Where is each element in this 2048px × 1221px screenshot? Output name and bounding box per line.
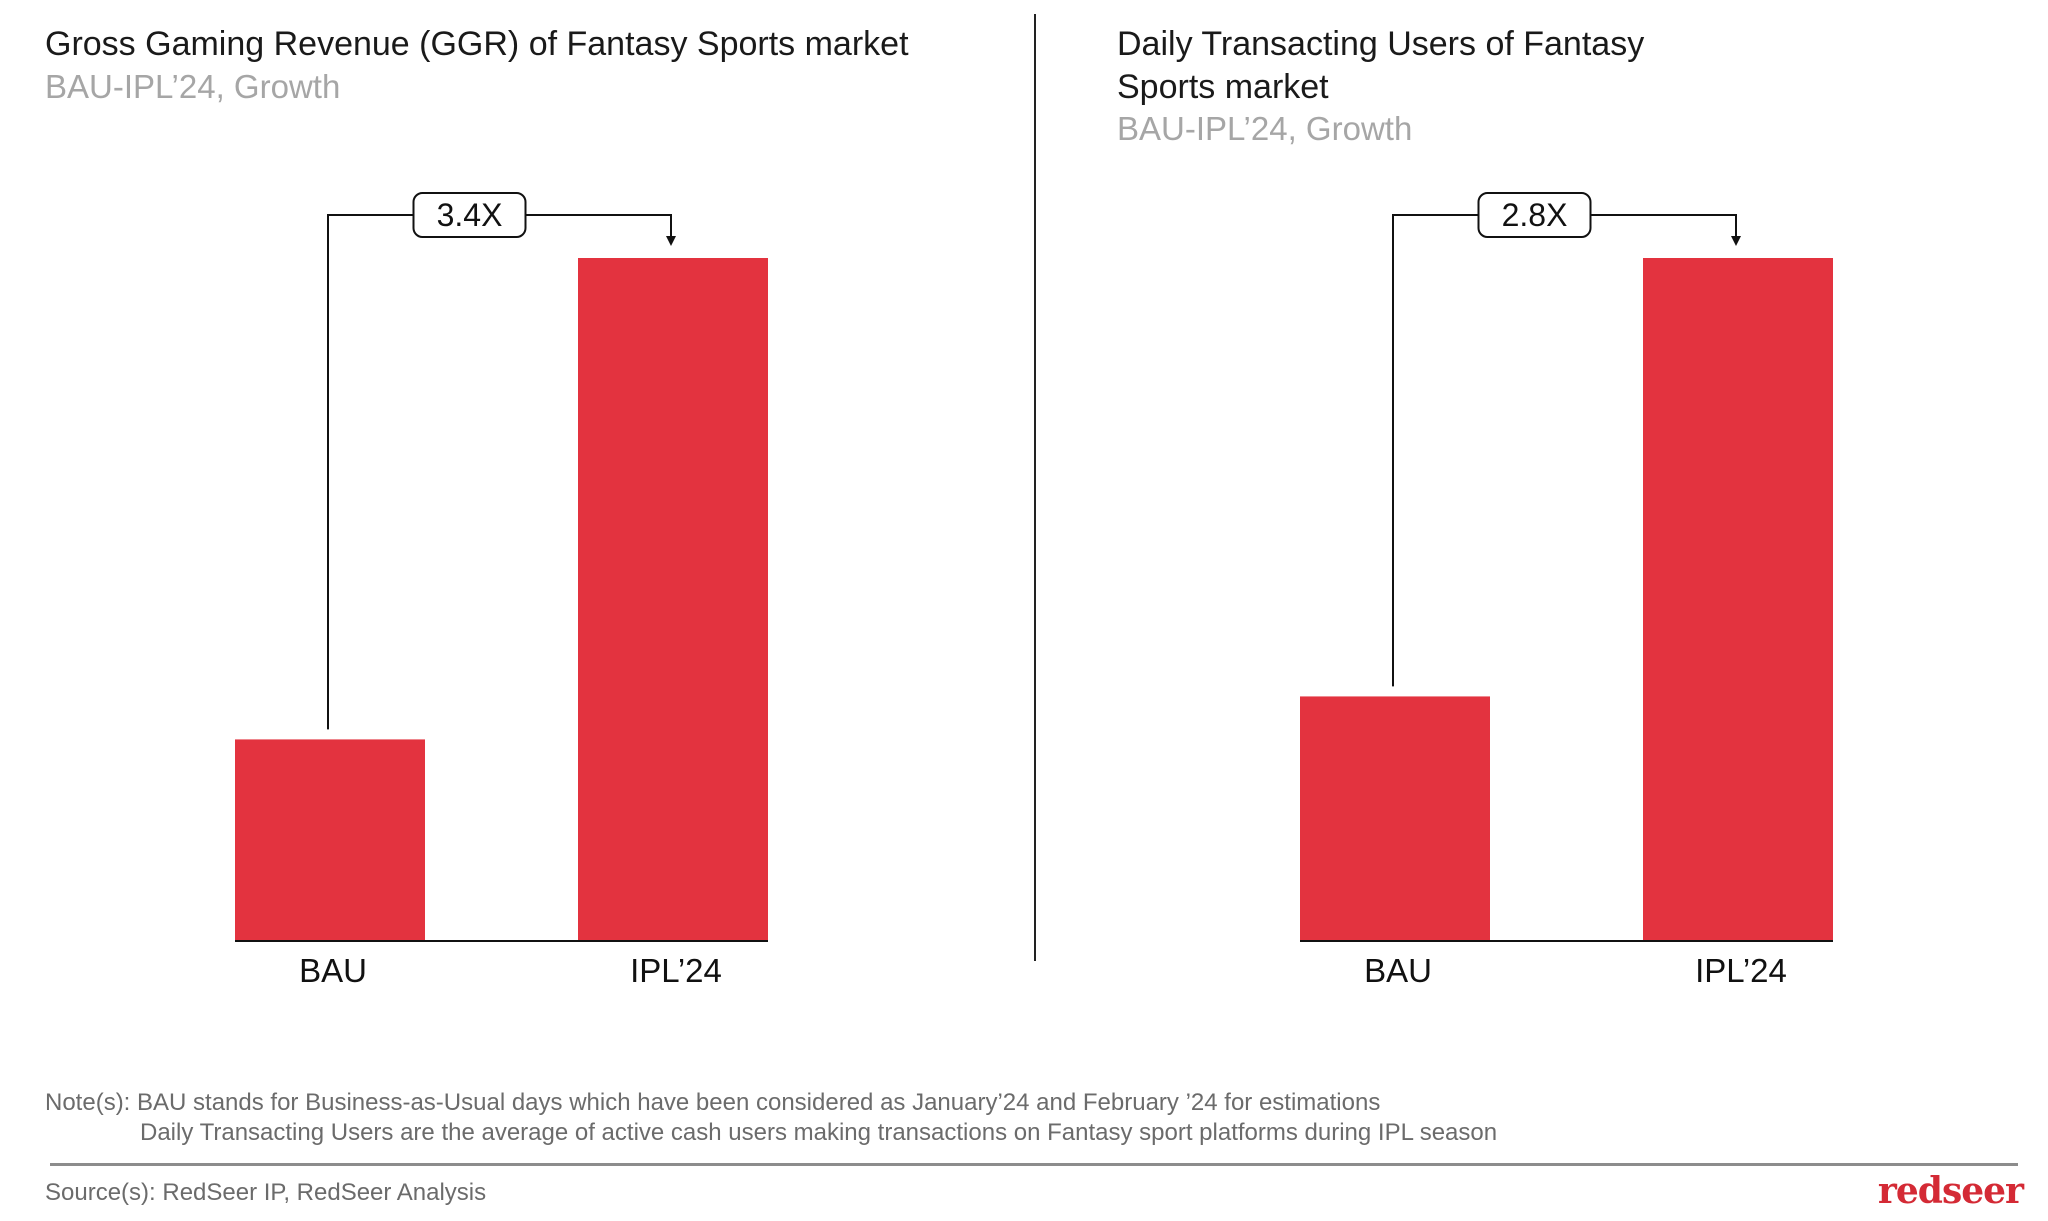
left-category-label-0: BAU [299, 952, 367, 989]
note-line-1: Note(s): BAU stands for Business-as-Usua… [45, 1089, 1381, 1116]
footer-divider [50, 1163, 2018, 1166]
right-bar-1 [1643, 258, 1833, 940]
right-category-label-1: IPL’24 [1695, 952, 1787, 989]
right-category-label-0: BAU [1364, 952, 1432, 989]
left-chart-subtitle: BAU-IPL’24, Growth [45, 68, 341, 105]
panel-divider [1034, 14, 1036, 961]
note-line-2: Daily Transacting Users are the average … [140, 1119, 1498, 1146]
left-bar-1 [578, 258, 768, 940]
left-growth-label-box [412, 192, 527, 238]
right-chart-subtitle: BAU-IPL’24, Growth [1117, 110, 1413, 147]
left-chart: BAU IPL’24 3.4X [235, 192, 768, 989]
redseer-logo: redseer [1877, 1170, 2024, 1212]
left-category-label-1: IPL’24 [630, 952, 722, 989]
right-chart: BAU IPL’24 2.8X [1300, 192, 1833, 989]
notes: Note(s): BAU stands for Business-as-Usua… [45, 1088, 1497, 1148]
right-chart-title: Daily Transacting Users of Fantasy Sport… [1117, 25, 1645, 106]
left-chart-title: Gross Gaming Revenue (GGR) of Fantasy Sp… [45, 25, 909, 63]
left-growth-label: 3.4X [437, 197, 503, 233]
left-bar-0 [235, 739, 425, 940]
right-growth-label: 2.8X [1502, 197, 1568, 233]
right-bar-0 [1300, 696, 1490, 940]
charts-canvas: BAU IPL’24 3.4X BAU IPL’24 2.8X [235, 192, 1833, 989]
source-text: Source(s): RedSeer IP, RedSeer Analysis [45, 1179, 487, 1206]
right-growth-label-box [1477, 192, 1592, 238]
